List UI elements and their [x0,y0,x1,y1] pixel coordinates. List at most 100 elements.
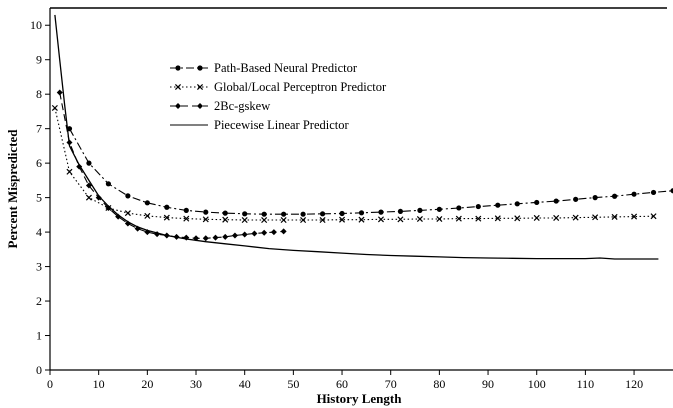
legend-label: 2Bc-gskew [214,99,270,113]
data-point [592,214,599,221]
x-axis-title: History Length [317,391,403,406]
series-2 [51,104,657,224]
legend-label: Piecewise Linear Predictor [214,118,350,132]
x-tick-label: 80 [433,377,445,391]
x-tick-label: 110 [577,377,595,391]
data-point [514,201,520,207]
data-point [183,215,190,222]
data-point [280,217,287,224]
data-point [417,207,423,213]
data-point [115,213,122,220]
data-point [85,182,92,189]
data-point [319,217,326,224]
legend-label: Global/Local Perceptron Predictor [214,80,387,94]
data-point [592,195,598,201]
legend-label: Path-Based Neural Predictor [214,61,358,75]
data-point [300,211,306,217]
legend-item: Path-Based Neural Predictor [170,61,358,75]
legend: Path-Based Neural Predictor Global/Local … [170,61,387,132]
data-point [456,205,462,211]
data-point [251,230,258,237]
data-point [553,198,559,204]
legend-marker [197,103,203,109]
x-tick-label: 60 [336,377,348,391]
legend-item: 2Bc-gskew [170,99,270,113]
series-line [69,128,673,215]
x-tick-label: 90 [482,377,494,391]
data-point [222,233,229,240]
y-axis-ticks: 0 1 2 3 4 5 6 7 8 9 10 [30,18,50,377]
data-point [397,208,404,215]
data-point [339,216,346,223]
data-point [650,213,657,220]
series-line [54,14,659,260]
data-point [436,215,443,223]
y-tick-label: 3 [36,260,42,274]
data-point [533,214,540,221]
data-point [280,228,287,235]
data-point [319,211,326,217]
data-point [51,104,58,112]
data-point [85,194,92,201]
data-point [66,168,73,175]
data-point [611,193,618,199]
data-point [455,215,462,222]
data-point [631,213,638,220]
y-tick-label: 10 [30,18,42,32]
data-point [611,213,618,220]
y-tick-label: 1 [36,329,42,343]
y-tick-label: 6 [36,156,42,170]
data-point [163,214,170,221]
x-tick-label: 10 [93,377,105,391]
data-point [241,217,248,224]
data-point [534,199,540,206]
y-axis-title: Percent Mispredicted [5,129,20,249]
data-point [241,231,248,238]
x-tick-label: 70 [385,377,397,391]
series-4 [54,14,659,260]
data-point [397,216,404,223]
data-point [125,193,131,199]
data-point [105,204,112,211]
y-tick-label: 9 [36,53,42,67]
data-point [86,160,92,166]
data-point [358,216,365,223]
series-line [54,107,654,221]
legend-marker [197,65,203,71]
data-point [358,210,365,216]
data-point [475,215,482,222]
data-point [553,214,560,221]
x-tick-label: 50 [287,377,299,391]
data-point [416,215,423,223]
data-point [377,216,384,223]
x-axis-ticks: 0 10 20 30 40 50 60 70 80 90 100 110 120 [47,370,643,391]
x-tick-label: 100 [528,377,546,391]
data-point [242,211,248,217]
data-point [105,181,112,187]
y-tick-label: 4 [36,225,42,239]
legend-item: Piecewise Linear Predictor [170,118,350,132]
x-tick-label: 40 [239,377,251,391]
y-tick-label: 5 [36,191,42,205]
data-point [261,229,268,236]
data-point [202,235,209,242]
data-point [300,217,307,224]
legend-marker [174,83,182,91]
data-point [231,232,238,239]
data-point [475,203,481,210]
data-point [378,209,384,215]
data-point [261,217,268,224]
data-point [631,191,637,197]
data-point [494,215,501,222]
data-point [164,204,170,210]
y-tick-label: 7 [36,122,42,136]
data-point [572,214,579,221]
data-point [573,196,579,202]
y-tick-label: 8 [36,87,42,101]
legend-marker [175,103,181,109]
data-point [202,216,209,223]
series-layer [51,14,673,260]
data-point [124,210,131,217]
data-point [495,202,501,208]
